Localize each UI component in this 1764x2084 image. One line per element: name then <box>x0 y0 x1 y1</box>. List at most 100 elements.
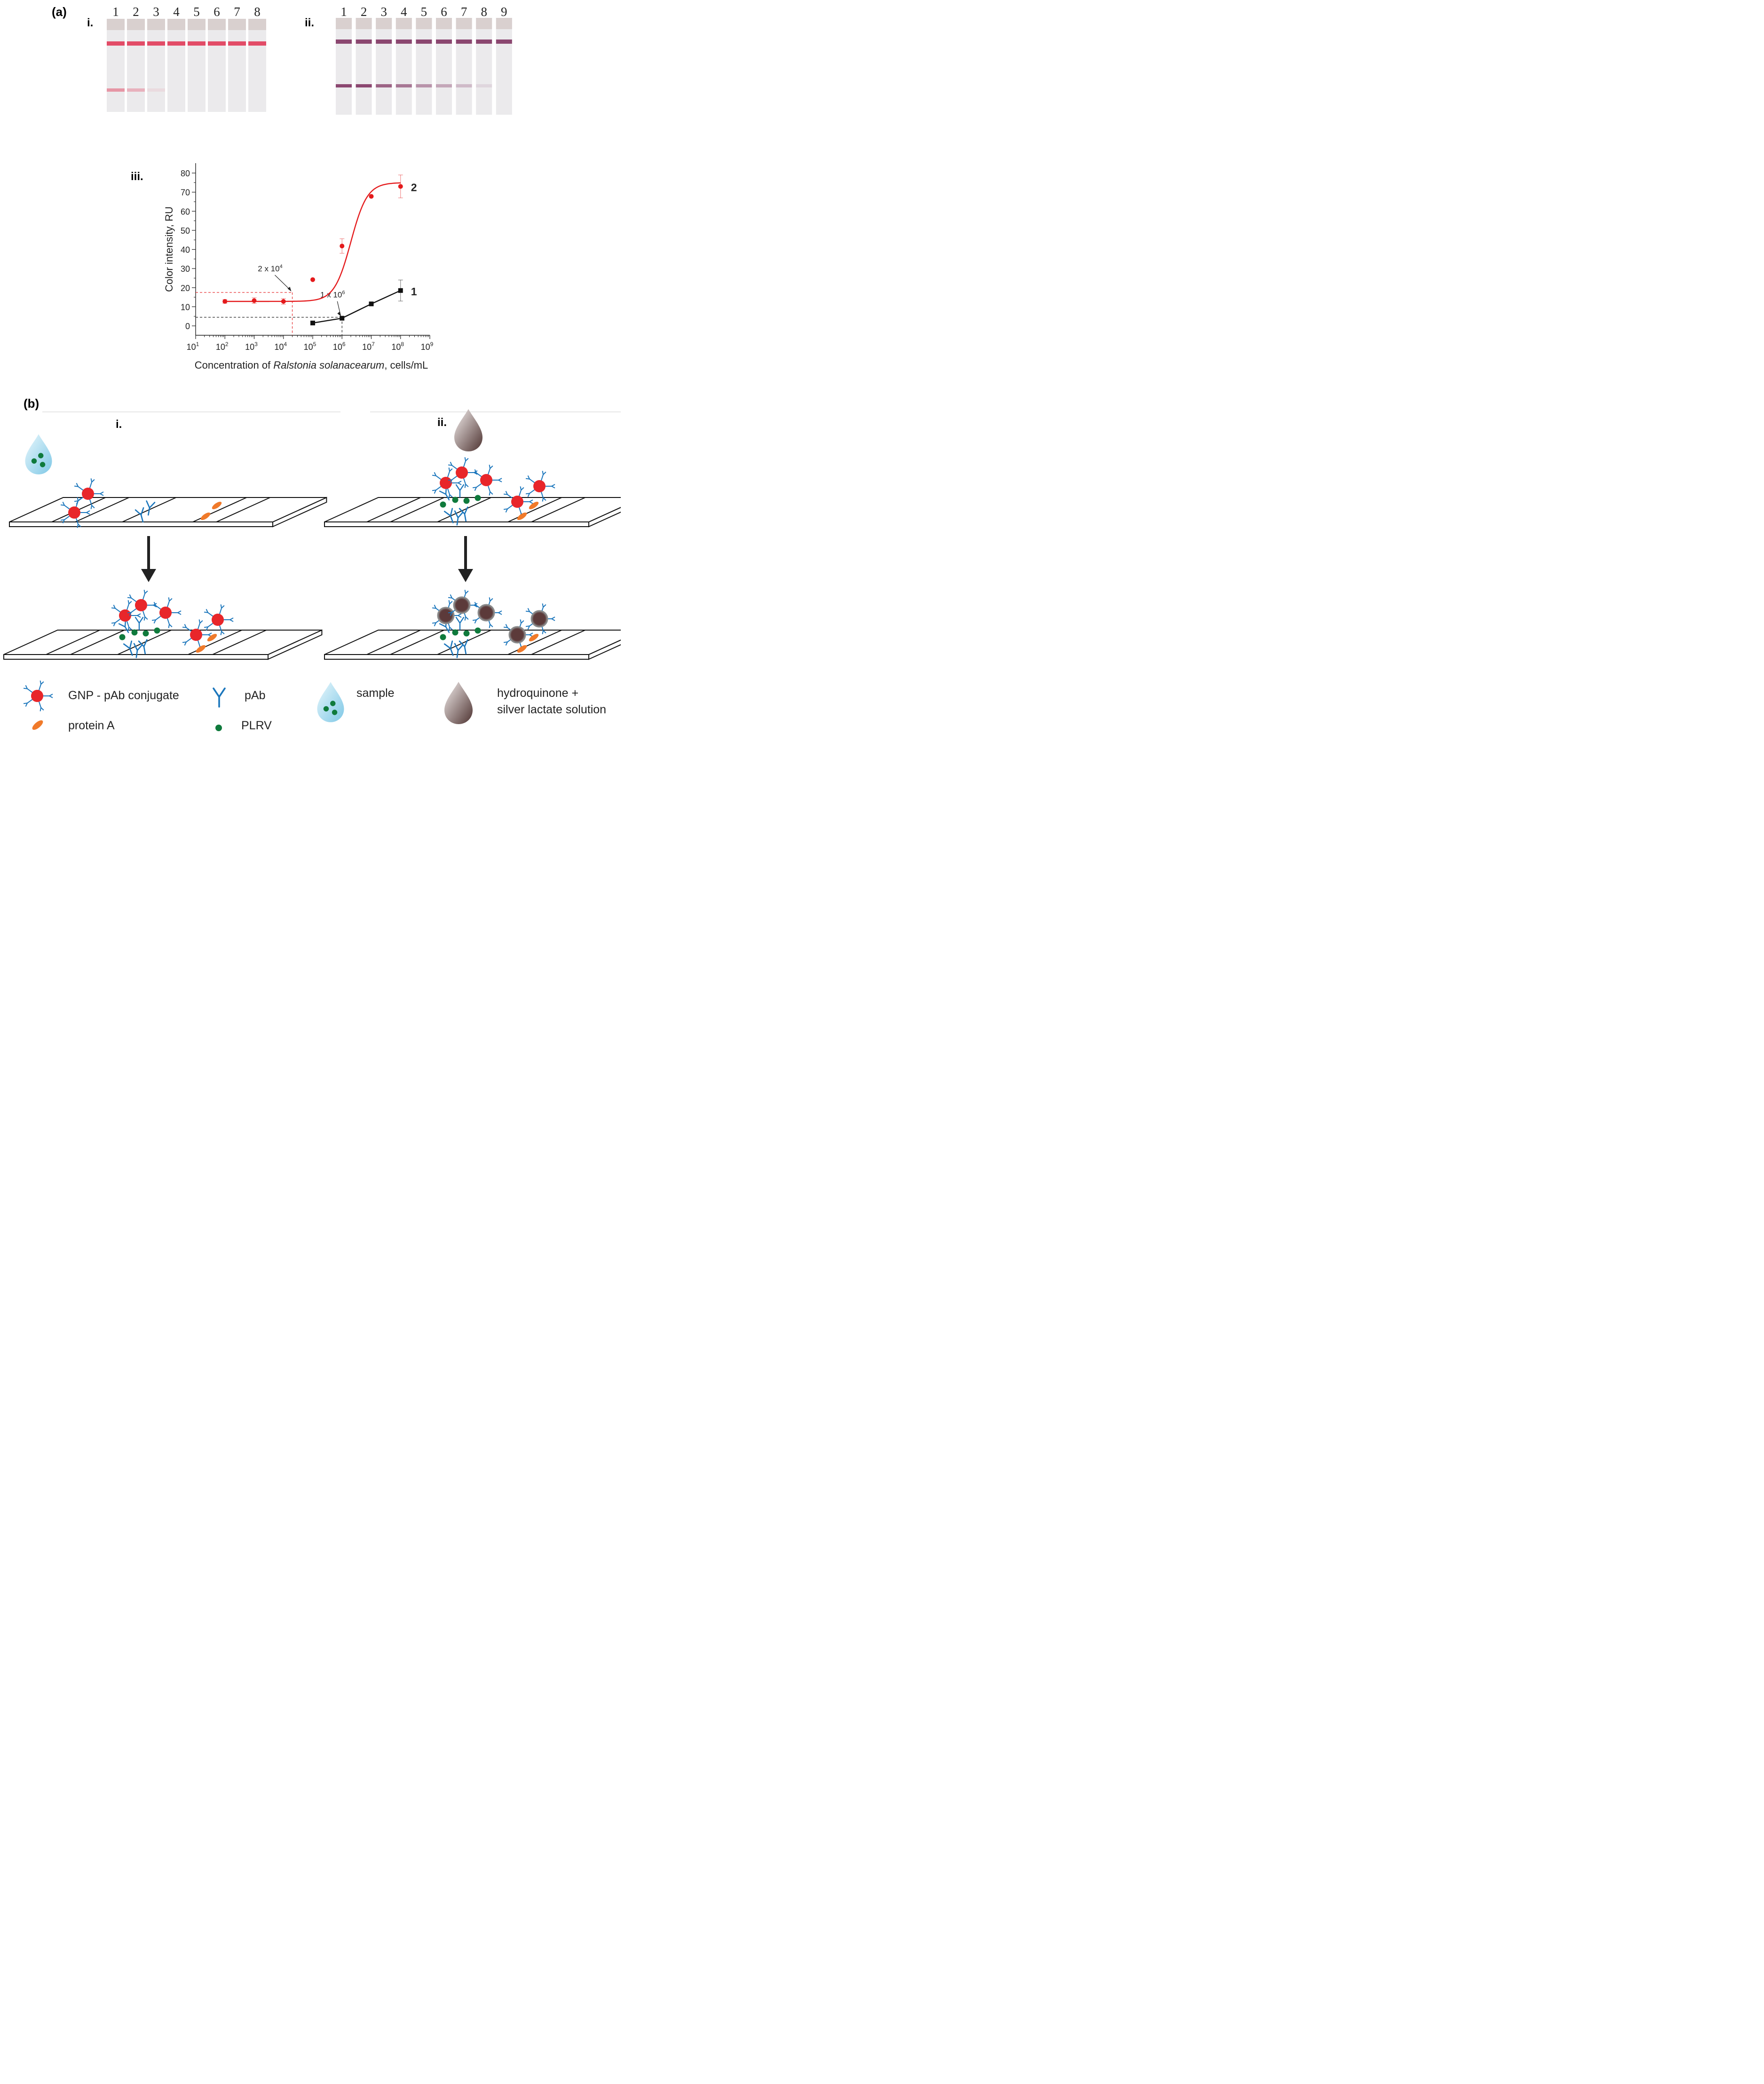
strip-strips-ii-5: 5 <box>416 5 432 115</box>
strip-pad <box>147 19 165 30</box>
silver-enhanced-gnp-icon <box>503 619 533 650</box>
plrv-particle-icon <box>452 629 459 636</box>
calibration-chart: Color intensity, RU Concentration of Ral… <box>163 163 434 371</box>
strip-zone-line <box>46 630 100 655</box>
lane-number: 2 <box>361 5 367 19</box>
panel-a-label: (a) <box>52 5 67 19</box>
test-strip <box>324 630 621 660</box>
strips-ii-label: ii. <box>305 16 314 29</box>
strip-pad <box>436 18 452 29</box>
x-tick-label: 106 <box>333 341 346 352</box>
data-point <box>340 244 345 249</box>
legend-protein-a-icon <box>32 720 43 730</box>
strip-body <box>167 19 185 112</box>
test-line <box>416 84 432 87</box>
legend-conjugate-icon <box>23 680 53 711</box>
series-label: 1 <box>411 285 417 298</box>
strip-pad <box>107 19 125 30</box>
strip-strips-ii-9: 9 <box>496 5 512 115</box>
solution-drop-icon <box>444 682 473 724</box>
data-point <box>369 194 374 199</box>
plrv-particle-icon <box>463 630 470 637</box>
antibody-icon <box>443 508 454 523</box>
strip-strips-ii-1: 1 <box>336 5 352 115</box>
gnp-conjugate-icon <box>204 604 234 635</box>
lane-number: 2 <box>133 5 139 19</box>
gnp-conjugate-icon <box>525 471 555 502</box>
plrv-particle-icon <box>131 629 138 636</box>
test-strip <box>324 497 621 528</box>
antibody-icon <box>459 639 468 655</box>
y-axis-label: Color intensity, RU <box>163 206 175 292</box>
plrv-particle-icon <box>154 627 160 634</box>
gnp-conjugate-icon <box>23 680 53 711</box>
solution-drop-icon <box>454 409 483 451</box>
y-tick-label: 20 <box>181 284 190 293</box>
antibody-icon <box>213 687 226 708</box>
strip-pad <box>356 18 372 29</box>
antibody-icon <box>134 507 144 523</box>
scheme-i-label: i. <box>116 418 122 431</box>
gnp-conjugate-icon <box>448 457 478 488</box>
strip-pad <box>336 18 352 29</box>
strip-strips-i-3: 3 <box>147 5 165 112</box>
test-line <box>396 84 412 87</box>
data-point <box>222 299 228 304</box>
series-label: 2 <box>411 181 417 193</box>
y-tick-label: 80 <box>181 169 190 178</box>
strip-body <box>188 19 206 112</box>
y-tick-label: 0 <box>185 322 190 331</box>
strip-pad <box>127 19 145 30</box>
legend-antibody-icon <box>213 687 226 708</box>
legend-solution-drop-icon <box>444 682 473 724</box>
strip-body <box>336 18 352 115</box>
x-tick-label: 105 <box>304 341 316 352</box>
plrv-particle-icon <box>119 634 126 640</box>
control-line <box>496 39 512 44</box>
antibody-icon <box>459 506 468 522</box>
y-tick-label: 30 <box>181 264 190 274</box>
gnp-conjugate-icon <box>472 465 502 496</box>
strip-strips-i-8: 8 <box>248 5 266 112</box>
test-line <box>336 84 352 87</box>
legend-solution-line1: hydroquinone + <box>497 687 578 700</box>
strip-body <box>456 18 472 115</box>
strip-zone-line <box>531 497 585 522</box>
gnp-conjugate-icon <box>503 486 533 517</box>
strip-pad <box>228 19 246 30</box>
strip-pad <box>416 18 432 29</box>
strip-body <box>147 19 165 112</box>
strip-zone-line <box>366 630 421 655</box>
strip-zone-line <box>390 630 444 655</box>
strip-pad <box>396 18 412 29</box>
strip-zone-line <box>75 497 129 522</box>
strip-body <box>356 18 372 115</box>
data-point <box>281 299 286 304</box>
strip-zone-line <box>216 497 270 522</box>
antibody-icon <box>443 640 454 656</box>
strip-pad <box>167 19 185 30</box>
lane-number: 4 <box>401 5 407 19</box>
x-tick-label: 102 <box>216 341 229 352</box>
strip-body <box>416 18 432 115</box>
strip-zone-line <box>531 630 585 655</box>
series-line-1 <box>312 290 401 324</box>
lane-number: 3 <box>380 5 387 19</box>
legend-solution-line2: silver lactate solution <box>497 703 606 716</box>
gnp-conjugate-icon <box>127 590 157 621</box>
control-line <box>396 39 412 44</box>
lane-number: 5 <box>193 5 200 19</box>
capture-zone-complex <box>432 457 502 526</box>
strip-strips-ii-8: 8 <box>476 5 492 115</box>
lane-number: 1 <box>340 5 347 19</box>
antibody-icon <box>454 510 464 526</box>
antibody-icon <box>138 639 148 655</box>
plrv-particle-icon <box>440 501 446 508</box>
control-line <box>188 41 206 46</box>
protein-a-icon <box>212 501 222 510</box>
strip-zone-line <box>437 497 491 522</box>
protein-a-icon <box>196 645 206 653</box>
lane-number: 7 <box>461 5 467 19</box>
strip-body <box>396 18 412 115</box>
